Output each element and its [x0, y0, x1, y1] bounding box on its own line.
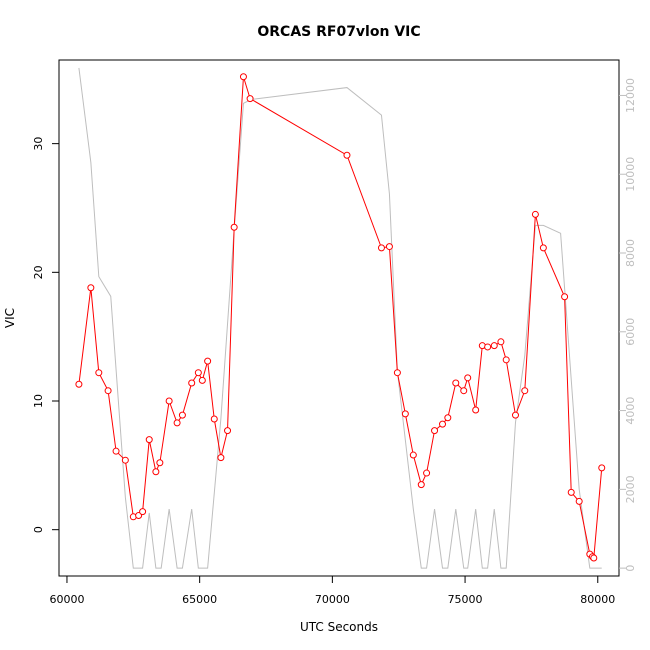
data-point — [444, 414, 452, 422]
y2-tick-label: 12000 — [624, 78, 637, 113]
data-point — [464, 374, 472, 382]
data-point — [178, 411, 186, 419]
y2-tick-label: 4000 — [624, 397, 637, 425]
data-point — [431, 427, 439, 435]
data-point — [217, 454, 225, 462]
y2-tick-label: 0 — [624, 565, 637, 572]
data-point — [497, 338, 505, 346]
data-point — [145, 436, 153, 444]
data-point — [393, 369, 401, 377]
data-point — [210, 415, 218, 423]
data-point — [561, 293, 569, 301]
y2-tick-label: 6000 — [624, 318, 637, 346]
chart-title: ORCAS RF07vlon VIC — [257, 24, 420, 40]
series-left-line — [78, 76, 603, 560]
data-point — [511, 411, 519, 419]
data-point — [377, 244, 385, 252]
data-point — [75, 380, 83, 388]
data-point — [490, 342, 498, 350]
data-point — [239, 73, 247, 81]
y2-tick-label: 8000 — [624, 239, 637, 267]
data-point — [198, 376, 206, 384]
x-tick-label: 70000 — [315, 593, 350, 606]
data-point — [173, 419, 181, 427]
y-tick-label: 30 — [32, 137, 45, 151]
series-right-line — [78, 67, 602, 569]
data-point — [230, 223, 238, 231]
data-point — [188, 379, 196, 387]
data-point — [104, 387, 112, 395]
data-point — [417, 481, 425, 489]
data-point — [460, 387, 468, 395]
data-point — [401, 410, 409, 418]
data-point — [204, 357, 212, 365]
data-point — [165, 397, 173, 405]
x-tick-label: 65000 — [182, 593, 217, 606]
data-point — [590, 554, 598, 562]
data-point — [121, 456, 129, 464]
y-tick-label: 0 — [32, 526, 45, 533]
data-point — [484, 343, 492, 351]
y-axis-label: VIC — [3, 308, 17, 328]
data-point — [502, 356, 510, 364]
data-point — [452, 379, 460, 387]
data-point — [409, 451, 417, 459]
data-point — [152, 468, 160, 476]
data-point — [567, 488, 575, 496]
data-point — [521, 387, 529, 395]
data-point — [598, 464, 606, 472]
x-tick-label: 75000 — [448, 593, 483, 606]
data-point — [139, 508, 147, 516]
y-tick-label: 20 — [32, 265, 45, 279]
data-point — [539, 244, 547, 252]
data-point — [343, 151, 351, 159]
data-point — [531, 210, 539, 218]
data-point — [439, 420, 447, 428]
data-point — [224, 427, 232, 435]
data-point — [112, 447, 120, 455]
y2-tick-label: 10000 — [624, 157, 637, 192]
data-point — [246, 95, 254, 103]
x-tick-label: 60000 — [49, 593, 84, 606]
data-point — [385, 243, 393, 251]
y-tick-label: 10 — [32, 394, 45, 408]
x-tick-label: 80000 — [580, 593, 615, 606]
y2-tick-label: 2000 — [624, 475, 637, 503]
data-point — [575, 497, 583, 505]
data-point — [194, 369, 202, 377]
data-point — [423, 469, 431, 477]
data-point — [156, 459, 164, 467]
plot-frame — [58, 59, 620, 577]
x-axis-label: UTC Seconds — [300, 620, 378, 634]
data-point — [87, 284, 95, 292]
data-point — [472, 406, 480, 414]
data-point — [95, 369, 103, 377]
